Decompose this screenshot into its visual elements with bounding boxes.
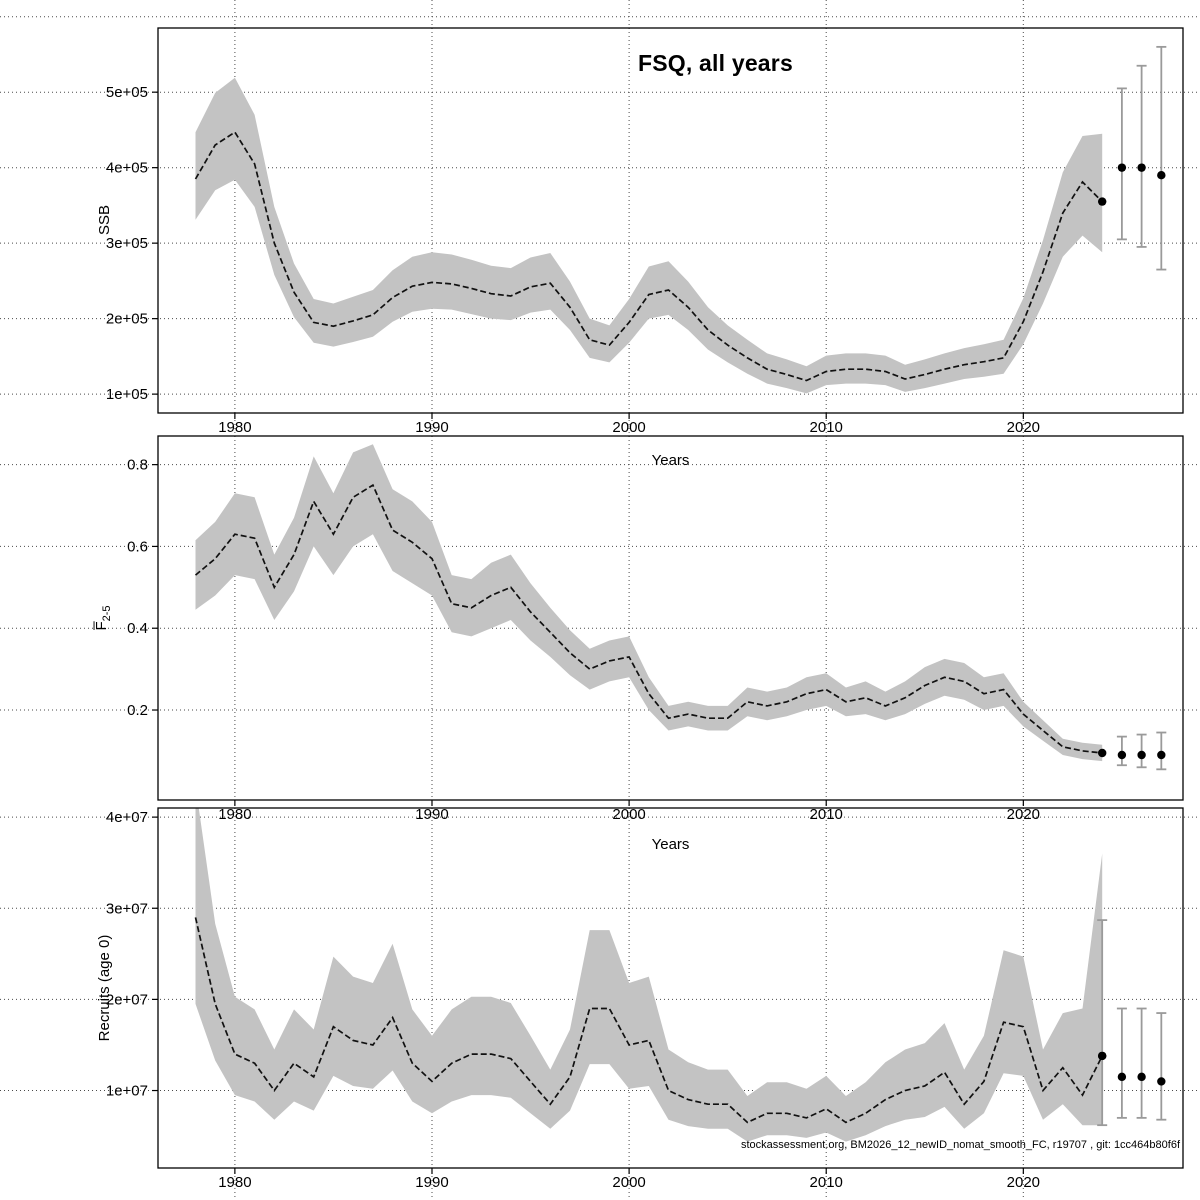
- fbar-axis-label: F̅2-5: [92, 468, 113, 768]
- y-tick-label-fbar: 0.8: [127, 457, 148, 474]
- y-tick-label-recruits: 3e+07: [106, 900, 148, 917]
- years-axis-label-top: Years: [651, 452, 690, 469]
- x-tick-label-recruits: 1980: [218, 1174, 251, 1191]
- recruits-axis-label: Recruits (age 0): [96, 934, 113, 1042]
- forecast-dot-ssb-2026: [1137, 163, 1146, 172]
- chart-title: FSQ, all years: [638, 50, 793, 76]
- x-tick-label-recruits: 2020: [1007, 1174, 1040, 1191]
- estimate-line-fbar: [194, 483, 1103, 754]
- y-tick-label-recruits: 1e+07: [106, 1083, 148, 1100]
- x-tick-label-recruits: 2000: [612, 1174, 645, 1191]
- forecast-dot-recruits-2026: [1137, 1072, 1146, 1082]
- x-tick-label-ssb: 2010: [810, 419, 843, 436]
- y-tick-label-ssb: 3e+05: [106, 235, 148, 252]
- y-tick-label-fbar: 0.4: [127, 620, 148, 637]
- x-tick-label-ssb: 1990: [415, 419, 448, 436]
- estimate-line-recruits: [194, 917, 1103, 1124]
- y-tick-label-fbar: 0.6: [127, 538, 148, 555]
- y-tick-label-ssb: 2e+05: [106, 311, 148, 328]
- estimate-line-ssb: [194, 131, 1103, 382]
- x-tick-label-ssb: 1980: [218, 419, 251, 436]
- confidence-band-recruits: [195, 808, 1103, 1142]
- estimate-end-dot-fbar: [1098, 748, 1107, 758]
- panel-border-fbar: [157, 435, 1184, 801]
- panel-border-recruits: [157, 807, 1184, 1169]
- forecast-dot-ssb-2027: [1157, 171, 1166, 180]
- x-tick-label-ssb: 2000: [612, 419, 645, 436]
- x-tick-label-recruits: 1990: [415, 1174, 448, 1191]
- forecast-dot-fbar-2027: [1157, 750, 1166, 760]
- x-tick-label-fbar: 2020: [1007, 806, 1040, 823]
- x-tick-label-ssb: 2020: [1007, 419, 1040, 436]
- attribution-text: stockassessment.org, BM2026_12_newID_nom…: [740, 1139, 1180, 1151]
- forecast-dot-recruits-2025: [1117, 1072, 1127, 1082]
- x-tick-label-fbar: 2010: [810, 806, 843, 823]
- forecast-dot-recruits-2024: [1097, 1051, 1107, 1061]
- confidence-band-ssb: [195, 77, 1103, 394]
- fbar-axis-label-main: F̅: [93, 621, 110, 631]
- y-tick-label-ssb: 5e+05: [106, 84, 148, 101]
- x-tick-label-fbar: 2000: [612, 806, 645, 823]
- ssb-axis-label: SSB: [96, 205, 113, 236]
- panel-border-ssb: [157, 27, 1184, 414]
- forecast-dot-recruits-2027: [1157, 1077, 1166, 1086]
- years-axis-label-middle: Years: [651, 836, 690, 853]
- forecast-dot-fbar-2026: [1137, 750, 1146, 760]
- x-tick-label-recruits: 2010: [810, 1174, 843, 1191]
- forecast-dot-fbar-2025: [1117, 750, 1127, 760]
- estimate-end-dot-ssb: [1098, 197, 1107, 206]
- y-tick-label-fbar: 0.2: [127, 702, 148, 719]
- fbar-axis-label-sub: 2-5: [101, 605, 113, 622]
- x-tick-label-fbar: 1980: [218, 806, 251, 823]
- confidence-band-fbar: [195, 444, 1103, 762]
- y-tick-label-ssb: 1e+05: [106, 386, 148, 403]
- x-tick-label-fbar: 1990: [415, 806, 448, 823]
- y-tick-label-recruits: 4e+07: [106, 809, 148, 826]
- y-tick-label-ssb: 4e+05: [106, 160, 148, 177]
- forecast-dot-ssb-2025: [1117, 163, 1127, 172]
- y-tick-label-recruits: 2e+07: [106, 991, 148, 1008]
